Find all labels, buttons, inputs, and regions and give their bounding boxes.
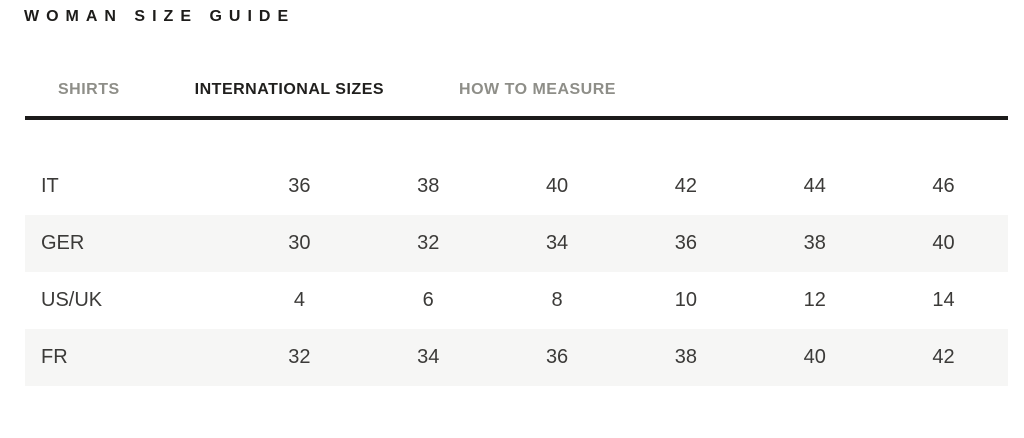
size-value: 32 [417, 232, 440, 254]
size-value: 6 [422, 289, 434, 311]
table-row-us-uk: US/UK 4 6 8 10 12 14 [25, 272, 1008, 329]
tab-bar-divider [25, 116, 1008, 120]
page-title: WOMAN SIZE GUIDE [24, 8, 296, 25]
size-value: 42 [674, 175, 698, 197]
size-value: 44 [803, 175, 826, 197]
table-row-it: IT 36 38 40 42 44 46 [25, 158, 1008, 215]
tab-international-sizes[interactable]: INTERNATIONAL SIZES [194, 81, 385, 98]
size-value: 30 [288, 232, 311, 254]
tab-how-to-measure[interactable]: HOW TO MEASURE [459, 81, 616, 98]
size-value: 14 [932, 289, 955, 311]
size-value: 38 [417, 175, 440, 197]
size-value: 36 [288, 175, 311, 197]
row-label: GER [41, 232, 85, 254]
size-value: 34 [417, 346, 440, 368]
size-value: 40 [932, 232, 955, 254]
size-value: 38 [803, 232, 826, 254]
size-value: 36 [545, 346, 569, 368]
table-row-fr: FR 32 34 36 38 40 42 [25, 329, 1008, 386]
row-label: IT [41, 175, 59, 197]
size-value: 10 [674, 289, 698, 311]
size-value: 32 [288, 346, 311, 368]
size-value: 12 [803, 289, 826, 311]
size-value: 36 [674, 232, 698, 254]
row-label: US/UK [41, 289, 103, 311]
size-value: 38 [674, 346, 698, 368]
size-value: 8 [551, 289, 563, 311]
size-value: 42 [932, 346, 955, 368]
size-value: 40 [545, 175, 569, 197]
table-row-ger: GER 30 32 34 36 38 40 [25, 215, 1008, 272]
tab-bar: SHIRTS INTERNATIONAL SIZES HOW TO MEASUR… [58, 81, 616, 99]
size-value: 40 [803, 346, 826, 368]
row-label: FR [41, 346, 68, 368]
size-value: 4 [293, 289, 305, 311]
size-value: 46 [932, 175, 955, 197]
tab-shirts[interactable]: SHIRTS [58, 81, 120, 98]
size-value: 34 [545, 232, 569, 254]
size-conversion-table: IT 36 38 40 42 44 46 GER 30 32 34 36 38 … [25, 158, 1008, 386]
